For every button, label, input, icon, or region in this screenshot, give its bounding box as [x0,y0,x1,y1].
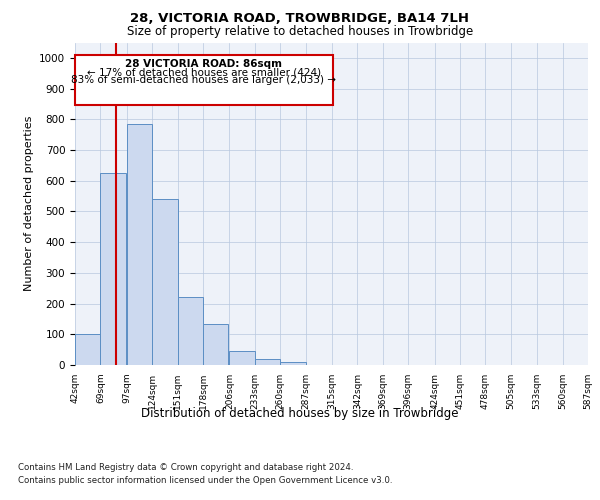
FancyBboxPatch shape [75,55,333,106]
Bar [75,334,100,365]
Bar [255,359,280,365]
Text: Distribution of detached houses by size in Trowbridge: Distribution of detached houses by size … [141,408,459,420]
Text: 28, VICTORIA ROAD, TROWBRIDGE, BA14 7LH: 28, VICTORIA ROAD, TROWBRIDGE, BA14 7LH [131,12,470,26]
Text: 83% of semi-detached houses are larger (2,033) →: 83% of semi-detached houses are larger (… [71,74,337,85]
Bar [127,124,152,365]
Text: 28 VICTORIA ROAD: 86sqm: 28 VICTORIA ROAD: 86sqm [125,60,283,70]
Bar [152,199,178,365]
Bar [280,362,305,365]
Bar [178,298,203,365]
Text: Contains public sector information licensed under the Open Government Licence v3: Contains public sector information licen… [18,476,392,485]
Y-axis label: Number of detached properties: Number of detached properties [23,116,34,292]
Bar [203,324,229,365]
Text: Contains HM Land Registry data © Crown copyright and database right 2024.: Contains HM Land Registry data © Crown c… [18,462,353,471]
Bar [100,173,126,365]
Text: ← 17% of detached houses are smaller (424): ← 17% of detached houses are smaller (42… [87,67,321,77]
Bar [229,351,255,365]
Text: Size of property relative to detached houses in Trowbridge: Size of property relative to detached ho… [127,25,473,38]
